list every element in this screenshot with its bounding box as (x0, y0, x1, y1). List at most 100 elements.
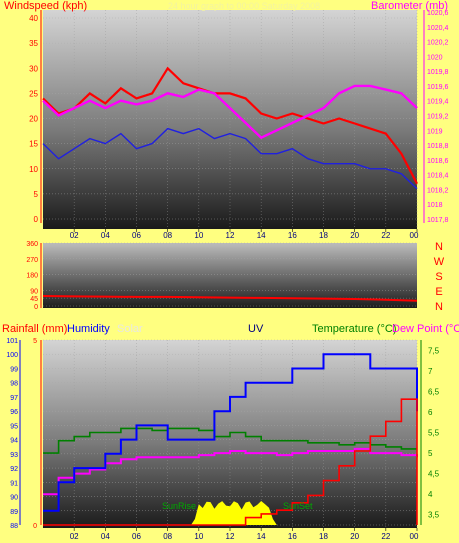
x-tick-label: 14 (257, 532, 266, 541)
x-tick-label: 10 (194, 231, 203, 240)
x-tick-label: 06 (132, 231, 141, 240)
wind-tick-label: 30 (29, 64, 38, 73)
direction-series (42, 295, 418, 302)
wind-tick-label: 5 (34, 190, 39, 199)
x-tick-label: 00 (410, 231, 419, 240)
barometer-tick-label: 1020,2 (427, 40, 449, 47)
x-tick-label: 10 (194, 532, 203, 541)
temperature-tick-label: 4 (428, 490, 433, 499)
dewpoint-label: Dew Point (°C (392, 323, 459, 335)
humidity-tick-label: 99 (10, 366, 18, 373)
direction-tick-label: 90 (30, 288, 38, 295)
temperature-tick-label: 7 (428, 367, 433, 376)
temperature-tick-label: 3,5 (428, 511, 440, 520)
humidity-tick-label: 92 (10, 466, 18, 473)
solar-label: Solar (117, 323, 143, 335)
humidity-tick-label: 98 (10, 381, 18, 388)
x-tick-label: 02 (70, 231, 79, 240)
x-tick-label: 16 (288, 532, 297, 541)
direction-tick-label: 360 (26, 241, 38, 248)
humidity-tick-label: 100 (6, 352, 18, 359)
humidity-tick-label: 90 (10, 495, 18, 502)
barometer-tick-label: 1019,6 (427, 84, 449, 91)
humidity-tick-label: 89 (10, 509, 18, 516)
x-tick-label: 18 (319, 231, 328, 240)
wind-tick-label: 40 (29, 14, 38, 23)
humidity-tick-label: 97 (10, 395, 18, 402)
x-tick-label: 12 (226, 532, 235, 541)
direction-compass-label: N (435, 241, 443, 253)
temperature-tick-label: 5 (428, 449, 433, 458)
faint-title: 24 hour graph to 00:00 Saturday 2008 (168, 1, 320, 11)
humidity-tick-label: 96 (10, 409, 18, 416)
x-tick-label: 08 (163, 532, 172, 541)
barometer-series (42, 84, 418, 140)
x-tick-label: 22 (381, 231, 390, 240)
temperature-tick-label: 6 (428, 408, 433, 417)
direction-compass-label: W (434, 256, 445, 268)
humidity-tick-label: 101 (6, 338, 18, 345)
x-tick-label: 14 (257, 231, 266, 240)
humidity-tick-label: 91 (10, 480, 18, 487)
barometer-tick-label: 1018,6 (427, 158, 449, 165)
direction-compass-label: S (435, 271, 442, 283)
humidity-tick-label: 94 (10, 438, 18, 445)
wind-tick-label: 10 (29, 165, 38, 174)
rainfall-series (43, 398, 418, 526)
x-tick-label: 20 (350, 532, 359, 541)
x-tick-label: 04 (101, 532, 110, 541)
wind-tick-label: 35 (29, 39, 38, 48)
wind-tick-label: 20 (29, 115, 38, 124)
windspeed-series (42, 66, 418, 185)
humidity-tick-label: 95 (10, 423, 18, 430)
temperature-label: Temperature (°C) (312, 323, 396, 335)
windspeed-label: Windspeed (kph) (4, 0, 87, 12)
humidity-tick-label: 93 (10, 452, 18, 459)
barometer-tick-label: 1019,2 (427, 114, 449, 121)
rain-tick-label: 5 (33, 338, 37, 345)
barometer-tick-label: 1018,8 (427, 143, 449, 150)
direction-tick-label: 45 (30, 296, 38, 303)
direction-compass-label: E (435, 286, 442, 298)
x-tick-label: 04 (101, 231, 110, 240)
barometer-tick-label: 1020 (427, 54, 443, 61)
x-tick-label: 06 (132, 532, 141, 541)
wind-tick-label: 15 (29, 140, 38, 149)
barometer-tick-label: 1019,4 (427, 99, 449, 106)
wind-tick-label: 0 (34, 215, 39, 224)
x-tick-label: 00 (410, 532, 419, 541)
direction-tick-label: 270 (26, 257, 38, 264)
x-tick-label: 20 (350, 231, 359, 240)
barometer-tick-label: 1019 (427, 128, 443, 135)
direction-tick-label: 180 (26, 273, 38, 280)
wind-tick-label: 25 (29, 89, 38, 98)
x-tick-label: 02 (70, 532, 79, 541)
dewpoint-series (43, 447, 418, 496)
temperature-tick-label: 5,5 (428, 429, 440, 438)
direction-tick-label: 0 (34, 304, 38, 311)
x-tick-label: 16 (288, 231, 297, 240)
sunset-label: SunSet (283, 501, 313, 511)
barometer-tick-label: 1019,8 (427, 69, 449, 76)
uv-label: UV (248, 323, 264, 335)
x-tick-label: 22 (381, 532, 390, 541)
x-tick-label: 18 (319, 532, 328, 541)
barometer-tick-label: 1018,2 (427, 187, 449, 194)
temperature-tick-label: 6,5 (428, 387, 440, 396)
humidity-label: Humidity (67, 323, 110, 335)
sunrise-label: SunRise (162, 501, 196, 511)
x-tick-label: 12 (226, 231, 235, 240)
temperature-series (43, 427, 417, 454)
barometer-tick-label: 1017,8 (427, 217, 449, 224)
direction-compass-label: N (435, 301, 443, 313)
barometer-tick-label: 1018 (427, 202, 443, 209)
barometer-tick-label: 1020,6 (427, 10, 449, 17)
rainfall-label: Rainfall (mm) (2, 323, 67, 335)
barometer-tick-label: 1020,4 (427, 25, 449, 32)
humidity-series (43, 353, 418, 512)
humidity-tick-label: 88 (10, 523, 18, 530)
barometer-tick-label: 1018,4 (427, 173, 449, 180)
temperature-tick-label: 4,5 (428, 470, 440, 479)
x-tick-label: 08 (163, 231, 172, 240)
